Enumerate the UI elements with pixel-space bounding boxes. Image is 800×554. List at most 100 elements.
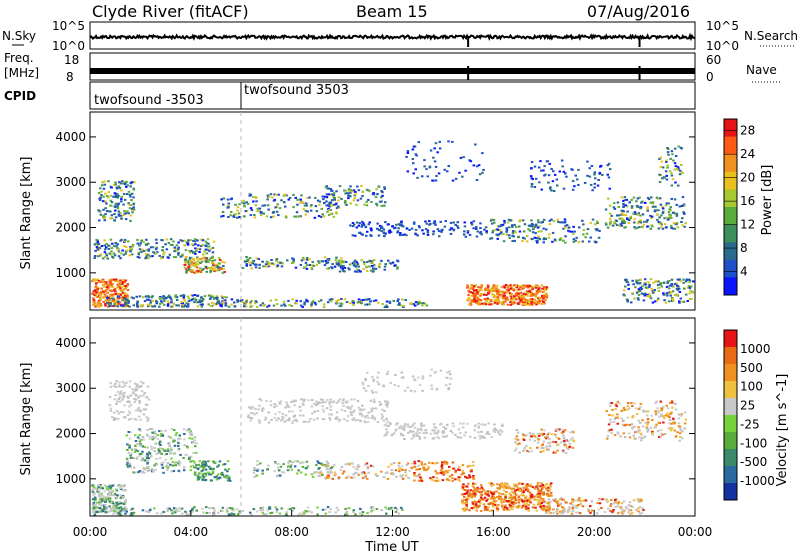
velocity-cell (354, 467, 357, 470)
power-cell (219, 267, 223, 270)
power-cell (335, 263, 339, 266)
power-cell (651, 225, 654, 228)
velocity-cell (497, 430, 500, 433)
velocity-cell (146, 428, 149, 431)
velocity-cell (656, 407, 659, 410)
power-cell (170, 305, 173, 308)
velocity-cell (646, 430, 649, 433)
velocity-cell (205, 464, 208, 467)
power-cell (462, 233, 466, 236)
velocity-cell (520, 489, 523, 492)
velocity-cell (332, 400, 335, 403)
velocity-cell (500, 498, 503, 501)
power-cell (659, 166, 662, 169)
velocity-cell (549, 441, 552, 444)
power-cell (658, 216, 661, 219)
velocity-cell (175, 432, 178, 434)
power-cell (209, 294, 212, 297)
velocity-cell (278, 403, 282, 405)
velocity-cell (317, 467, 320, 470)
velocity-cell (435, 472, 438, 475)
power-cell (539, 296, 543, 299)
power-cell (99, 196, 103, 199)
power-cell (649, 297, 653, 300)
velocity-cell (321, 474, 324, 476)
power-cell (568, 230, 571, 233)
velocity-cell (540, 428, 543, 431)
power-cell (534, 223, 538, 226)
power-cell (204, 244, 207, 247)
power-cell (187, 266, 190, 269)
velocity-cell (545, 445, 548, 448)
power-cell (675, 214, 679, 217)
velocity-cell (122, 395, 125, 398)
velocity-cell (547, 441, 550, 444)
velocity-cell (341, 472, 345, 475)
velocity-cell (118, 381, 121, 384)
power-cell (564, 172, 567, 175)
power-cell (98, 219, 101, 222)
power-cell (158, 302, 162, 305)
velocity-cell (304, 467, 308, 470)
power-cell (497, 233, 500, 236)
velocity-cell (254, 407, 257, 410)
velocity-cell (263, 418, 267, 421)
velocity-cell (484, 506, 487, 509)
power-cell (492, 284, 496, 287)
velocity-cell (442, 431, 446, 434)
power-cell (506, 303, 510, 306)
velocity-cell (415, 432, 418, 434)
velocity-cell (311, 412, 314, 415)
power-cell (524, 285, 528, 288)
velocity-cell (505, 500, 509, 503)
power-cell (509, 301, 512, 304)
velocity-cell (156, 434, 160, 437)
velocity-cell (522, 486, 525, 489)
velocity-cell (447, 469, 451, 472)
power-cell (145, 243, 148, 246)
velocity-cell (255, 468, 258, 471)
power-cell (124, 252, 127, 255)
power-cell (480, 302, 484, 305)
velocity-cell (127, 396, 130, 399)
power-cell (126, 294, 129, 297)
power-cell (626, 218, 629, 220)
velocity-cell (536, 494, 540, 497)
velocity-cell (385, 428, 388, 431)
power-cell (206, 238, 210, 241)
power-cell (567, 226, 571, 229)
velocity-cell (614, 403, 618, 406)
velocity-cell (157, 448, 160, 451)
velocity-cell (103, 505, 106, 508)
power-cell (223, 271, 226, 273)
power-cell (355, 270, 359, 273)
velocity-cell (524, 507, 528, 509)
velocity-cell (486, 432, 489, 435)
power-cell (168, 296, 172, 299)
power-cell (129, 181, 132, 184)
power-cell (484, 288, 487, 291)
power-cell (367, 198, 370, 201)
power-cell (259, 304, 262, 307)
power-cell (502, 240, 506, 243)
power-cell (311, 300, 315, 303)
velocity-cell (507, 487, 510, 490)
power-cell (483, 298, 487, 300)
power-cell (524, 303, 528, 306)
power-cell (452, 221, 455, 224)
power-cell (373, 259, 376, 262)
power-cell (610, 214, 613, 217)
power-cell (472, 285, 476, 288)
power-cell (104, 304, 107, 307)
power-cell (181, 239, 184, 242)
power-cell (113, 183, 116, 186)
power-cell (293, 215, 296, 218)
power-cell (573, 230, 576, 233)
velocity-cell (425, 469, 428, 472)
velocity-cell (496, 496, 499, 499)
velocity-cell (567, 440, 570, 443)
velocity-cell (265, 400, 268, 402)
velocity-cell (400, 427, 403, 430)
power-cell (454, 223, 457, 226)
power-cell (127, 300, 130, 303)
